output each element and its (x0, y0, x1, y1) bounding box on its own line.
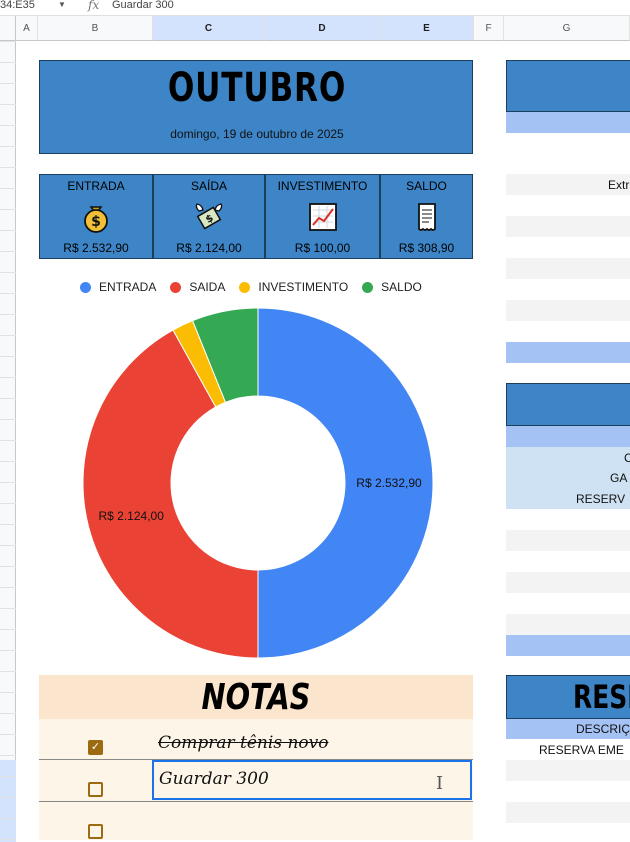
column-header-e[interactable]: E (380, 16, 474, 41)
formula-input[interactable]: Guardar 300 (112, 0, 174, 11)
current-date: domingo, 19 de outubro de 2025 (170, 127, 344, 141)
summary-value: R$ 100,00 (294, 241, 351, 255)
donut-slice-saida[interactable] (82, 329, 259, 659)
legend-dot (170, 281, 182, 293)
right-panel-3-column-header: DESCRIÇ (506, 719, 630, 739)
right-panel-3-title: RESE (573, 678, 630, 716)
legend-label: ENTRADA (99, 280, 157, 294)
right-panel-1-row-label: Extr (608, 178, 630, 192)
right-panel-1-footer (506, 342, 630, 363)
right-panel-2-row: RESERV (576, 492, 626, 506)
note-text[interactable]: Guardar 300 (159, 769, 269, 789)
legend-dot (239, 281, 251, 293)
summary-saldo: SALDO R$ 308,90 (380, 174, 473, 259)
summary-label: INVESTIMENTO (277, 179, 368, 193)
text-cursor-icon: I (436, 773, 444, 794)
fx-icon: fx (88, 0, 100, 12)
note-checkbox[interactable] (88, 740, 103, 755)
right-panel-3-header: RESE (506, 675, 630, 719)
donut-slice-saldo[interactable] (191, 307, 259, 403)
legend-entry[interactable]: INVESTIMENTO (239, 280, 348, 294)
note-checkbox[interactable] (88, 824, 103, 839)
right-panel-2-summary (506, 447, 630, 509)
chart-legend: ENTRADA SAIDA INVESTIMENTO SALDO (80, 280, 436, 294)
summary-value: R$ 308,90 (398, 241, 455, 255)
donut-data-label: R$ 2.124,00 (98, 509, 164, 523)
note-checkbox[interactable] (88, 782, 103, 797)
column-header-d[interactable]: D (265, 16, 380, 41)
month-title: OUTUBRO (167, 65, 347, 111)
legend-dot (80, 281, 91, 293)
summary-label: SALDO (406, 179, 447, 193)
svg-text:$: $ (204, 213, 216, 226)
donut-slice-entrada[interactable] (257, 307, 434, 659)
active-cell-editor[interactable]: Guardar 300 (152, 760, 472, 800)
money-wings-icon: $ (154, 201, 264, 233)
money-bag-icon: $ (40, 201, 152, 233)
donut-data-label: R$ 2.532,90 (356, 476, 422, 490)
right-panel-2-footer (506, 635, 630, 656)
right-panel-1-header (506, 60, 630, 112)
legend-entry[interactable]: SAIDA (170, 280, 225, 294)
column-header-c[interactable]: C (153, 16, 265, 41)
receipt-icon (381, 201, 472, 233)
legend-label: SALDO (381, 280, 422, 294)
legend-entry[interactable]: ENTRADA (80, 280, 156, 294)
notes-title: NOTAS (201, 677, 311, 718)
summary-saida: SAÍDA $ R$ 2.124,00 (153, 174, 265, 259)
select-all-corner[interactable] (0, 16, 16, 41)
summary-value: R$ 2.124,00 (176, 241, 242, 255)
summary-investimento: INVESTIMENTO R$ 100,00 (265, 174, 380, 259)
column-header-g[interactable]: G (504, 16, 630, 41)
donut-chart[interactable]: R$ 2.532,90 R$ 2.124,00 (70, 300, 446, 666)
right-panel-3-header-label: DESCRIÇ (576, 722, 630, 736)
name-box[interactable]: 34:E35 (0, 0, 35, 11)
summary-entrada: ENTRADA $ R$ 2.532,90 (39, 174, 153, 259)
right-panel-2-row: C (624, 451, 630, 465)
chart-up-icon (266, 201, 379, 233)
summary-label: ENTRADA (67, 179, 125, 193)
legend-label: INVESTIMENTO (258, 280, 349, 294)
note-text[interactable]: Comprar tênis novo (158, 733, 329, 753)
right-panel-2-header (506, 383, 630, 426)
notes-header: NOTAS (39, 675, 473, 719)
right-panel-2-subheader (506, 426, 630, 447)
column-header-b[interactable]: B (38, 16, 153, 41)
legend-label: SAIDA (189, 280, 226, 294)
right-panel-1-subheader (506, 112, 630, 133)
summary-label: SAÍDA (190, 179, 227, 193)
column-header-a[interactable]: A (16, 16, 38, 41)
summary-value: R$ 2.532,90 (63, 241, 129, 255)
legend-dot (362, 281, 374, 293)
formula-bar: 34:E35 ▼ fx Guardar 300 (0, 0, 630, 16)
svg-text:$: $ (91, 214, 101, 230)
right-panel-3-row: RESERVA EME (539, 743, 624, 757)
legend-entry[interactable]: SALDO (362, 280, 422, 294)
right-panel-2-row: GA (610, 471, 628, 485)
month-header: OUTUBRO domingo, 19 de outubro de 2025 (39, 60, 473, 154)
row-header-strip[interactable] (0, 41, 16, 842)
chevron-down-icon[interactable]: ▼ (58, 0, 66, 9)
column-header-f[interactable]: F (474, 16, 504, 41)
